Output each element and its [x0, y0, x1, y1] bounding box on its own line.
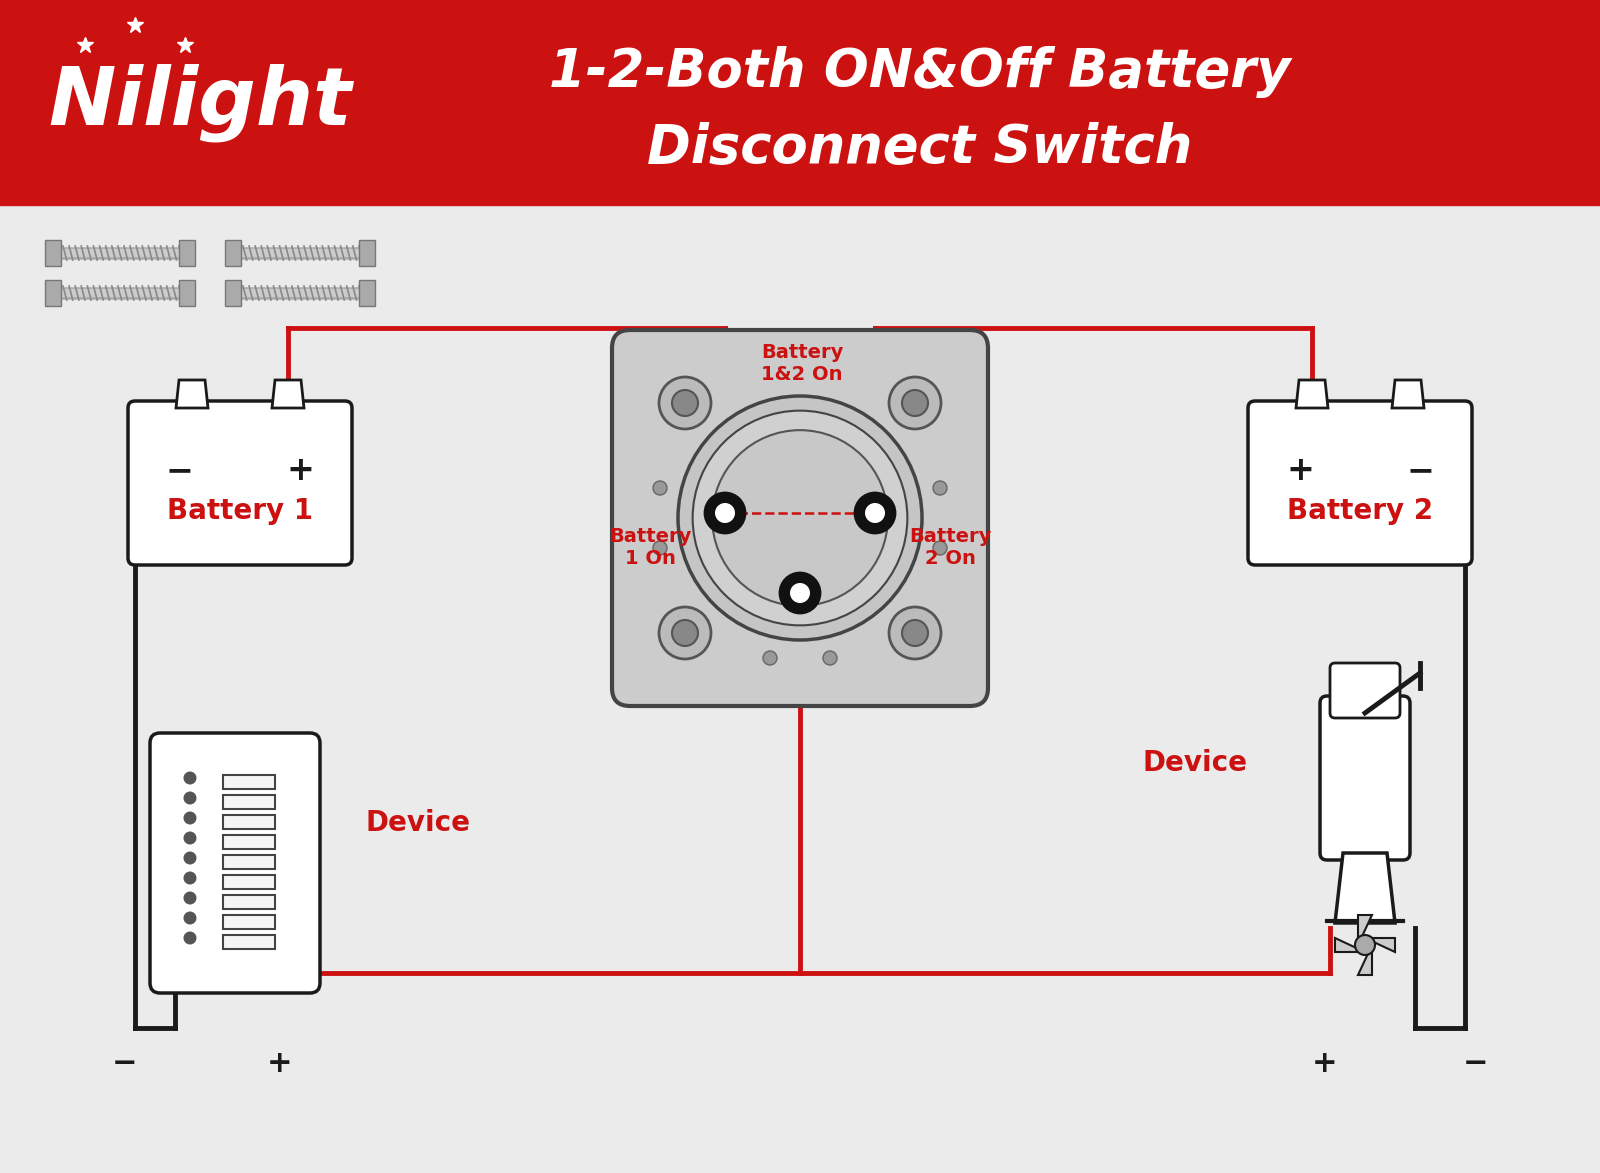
Bar: [222, 935, 275, 949]
Circle shape: [659, 606, 710, 659]
Circle shape: [1355, 935, 1374, 955]
Circle shape: [890, 377, 941, 429]
Circle shape: [184, 832, 197, 845]
Polygon shape: [1334, 853, 1395, 923]
Circle shape: [712, 430, 888, 605]
Bar: [222, 834, 275, 848]
Polygon shape: [179, 280, 195, 306]
Circle shape: [715, 503, 734, 523]
Circle shape: [933, 541, 947, 555]
Text: Battery 1: Battery 1: [166, 497, 314, 526]
Circle shape: [184, 931, 197, 944]
Bar: [222, 875, 275, 888]
Bar: [222, 895, 275, 909]
Text: Nilight: Nilight: [48, 63, 352, 142]
Circle shape: [184, 812, 197, 825]
Polygon shape: [179, 240, 195, 266]
Bar: [0, 0, 1600, 205]
Circle shape: [933, 481, 947, 495]
Polygon shape: [1358, 915, 1373, 945]
Text: 1-2-Both ON&Off Battery: 1-2-Both ON&Off Battery: [549, 46, 1291, 97]
Polygon shape: [45, 280, 61, 306]
Circle shape: [763, 651, 778, 665]
Circle shape: [184, 911, 197, 924]
Polygon shape: [272, 380, 304, 408]
Polygon shape: [1296, 380, 1328, 408]
Polygon shape: [226, 240, 242, 266]
Polygon shape: [1334, 938, 1365, 952]
Circle shape: [653, 481, 667, 495]
Circle shape: [854, 493, 894, 533]
Bar: [222, 774, 275, 788]
Text: Battery
1&2 On: Battery 1&2 On: [762, 343, 843, 384]
Circle shape: [184, 772, 197, 785]
Text: −: −: [166, 454, 194, 488]
Polygon shape: [358, 280, 374, 306]
Text: −: −: [1406, 454, 1434, 488]
Text: +: +: [267, 1049, 293, 1078]
Text: +: +: [286, 454, 314, 488]
FancyBboxPatch shape: [611, 330, 987, 706]
Text: Disconnect Switch: Disconnect Switch: [648, 122, 1192, 174]
Circle shape: [781, 572, 819, 613]
Circle shape: [678, 396, 922, 640]
Circle shape: [672, 621, 698, 646]
Text: Device: Device: [1142, 750, 1248, 777]
Circle shape: [184, 872, 197, 884]
Circle shape: [890, 606, 941, 659]
Polygon shape: [45, 240, 61, 266]
Circle shape: [184, 852, 197, 865]
Text: +: +: [1286, 454, 1314, 488]
Text: Device: Device: [365, 809, 470, 838]
Bar: [222, 915, 275, 929]
Circle shape: [790, 583, 810, 603]
Polygon shape: [1392, 380, 1424, 408]
FancyBboxPatch shape: [1248, 401, 1472, 565]
Text: −: −: [112, 1049, 138, 1078]
Circle shape: [822, 651, 837, 665]
Circle shape: [866, 503, 885, 523]
Circle shape: [706, 493, 746, 533]
Circle shape: [902, 389, 928, 416]
Circle shape: [672, 389, 698, 416]
Circle shape: [693, 411, 907, 625]
FancyBboxPatch shape: [1330, 663, 1400, 718]
Circle shape: [659, 377, 710, 429]
Text: −: −: [1462, 1049, 1488, 1078]
Circle shape: [902, 621, 928, 646]
FancyBboxPatch shape: [1320, 696, 1410, 860]
FancyBboxPatch shape: [150, 733, 320, 994]
Text: Battery 2: Battery 2: [1286, 497, 1434, 526]
Text: +: +: [1312, 1049, 1338, 1078]
Bar: [222, 794, 275, 808]
Polygon shape: [176, 380, 208, 408]
Text: Battery
2 On: Battery 2 On: [909, 528, 990, 569]
Polygon shape: [226, 280, 242, 306]
Circle shape: [184, 792, 197, 805]
Bar: [222, 814, 275, 828]
Text: Battery
1 On: Battery 1 On: [610, 528, 691, 569]
Polygon shape: [1365, 938, 1395, 952]
Circle shape: [653, 541, 667, 555]
Circle shape: [184, 891, 197, 904]
Bar: [222, 854, 275, 868]
Polygon shape: [358, 240, 374, 266]
Polygon shape: [1358, 945, 1373, 975]
FancyBboxPatch shape: [128, 401, 352, 565]
